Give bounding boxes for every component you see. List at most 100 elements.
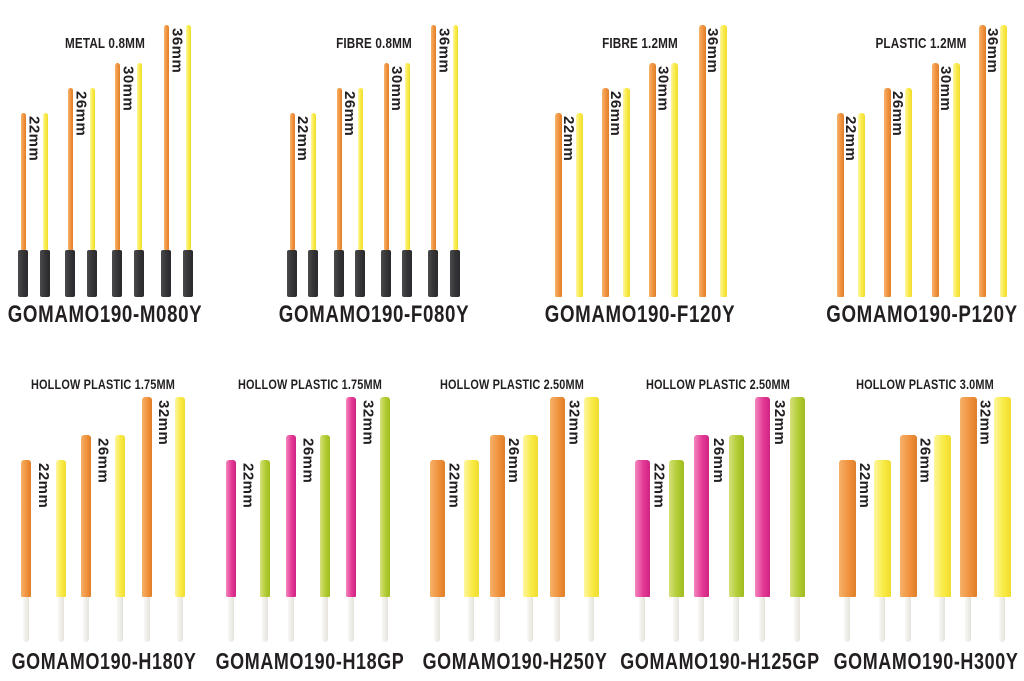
size-label: 30mm (654, 65, 672, 111)
antenna-stick (226, 459, 236, 597)
size-label: 26mm (710, 437, 727, 483)
black-base-tip (65, 250, 75, 297)
antenna-stick (554, 112, 562, 297)
size-label: 32mm (155, 400, 172, 446)
antenna-stick (999, 25, 1007, 297)
size-label: 22mm (35, 462, 52, 508)
hollow-stem (698, 597, 704, 642)
black-base-tip (161, 250, 171, 297)
hollow-stem (527, 597, 533, 642)
antenna-stick (728, 434, 744, 597)
antenna-stick (857, 112, 865, 297)
hollow-stem (177, 597, 183, 642)
hollow-stem (434, 597, 440, 642)
hollow-stem (879, 597, 885, 642)
antenna-stick (622, 87, 630, 297)
black-base-tip (18, 250, 28, 297)
hollow-stem (117, 597, 123, 642)
antenna-stick (115, 434, 125, 597)
size-label: 26mm (299, 437, 317, 483)
group-title: PLASTIC 1.2MM (875, 35, 967, 52)
antenna-stick (933, 434, 951, 597)
antenna-stick (698, 25, 706, 297)
antenna-stick (575, 112, 583, 297)
antenna-stick (883, 87, 891, 297)
hollow-stem (844, 597, 850, 642)
hollow-stem (83, 597, 89, 642)
size-label: 22mm (239, 462, 257, 508)
hollow-stem (494, 597, 500, 642)
antenna-stick (959, 397, 977, 597)
antenna-stick (899, 434, 917, 597)
antenna-stick (142, 397, 152, 597)
size-label: 26mm (72, 90, 90, 136)
hollow-stem (468, 597, 474, 642)
hollow-stem (228, 597, 234, 642)
hollow-stem (322, 597, 328, 642)
antenna-stick (429, 459, 445, 597)
size-label: 26mm (94, 437, 112, 483)
antenna-stick (163, 25, 169, 250)
group-title: HOLLOW PLASTIC 1.75MM (30, 376, 176, 392)
size-label: 22mm (560, 115, 577, 161)
group-title: METAL 0.8MM (65, 35, 145, 52)
size-label: 36mm (984, 28, 1001, 74)
size-label: 36mm (435, 28, 453, 74)
antenna-stick (310, 112, 316, 250)
antenna-stick (404, 62, 410, 250)
size-label: 22mm (842, 115, 859, 161)
antenna-stick (522, 434, 538, 597)
black-base-tip (428, 250, 438, 297)
size-label: 32mm (771, 400, 788, 446)
product-code: GOMAMO190-F120Y (544, 301, 736, 328)
antenna-stick (463, 459, 479, 597)
antenna-stick (668, 459, 684, 597)
group-title: FIBRE 0.8MM (336, 35, 412, 52)
antenna-stick (336, 87, 342, 250)
size-label: 32mm (976, 400, 994, 446)
black-base-tip (40, 250, 50, 297)
black-base-tip (308, 250, 318, 297)
black-base-tip (134, 250, 144, 297)
size-label: 32mm (359, 400, 377, 446)
antenna-stick (21, 459, 31, 597)
size-label: 36mm (168, 28, 186, 74)
antenna-stick (754, 397, 770, 597)
antenna-stick (648, 62, 656, 297)
antenna-stick (286, 434, 296, 597)
antenna-stick (380, 397, 390, 597)
hollow-stem (23, 597, 29, 642)
group-title: HOLLOW PLASTIC 3.0MM (856, 376, 994, 392)
size-label: 22mm (294, 115, 311, 161)
size-label: 26mm (341, 90, 358, 136)
antenna-stick (978, 25, 986, 297)
hollow-stem (905, 597, 911, 642)
black-base-tip (381, 250, 391, 297)
antenna-stick (42, 112, 48, 250)
antenna-stick (670, 62, 678, 297)
antenna-stick (383, 62, 389, 250)
product-code: GOMAMO190-H300Y (833, 648, 1019, 674)
black-base-tip (450, 250, 460, 297)
antenna-stick (583, 397, 599, 597)
hollow-stem (965, 597, 971, 642)
antenna-stick (952, 62, 960, 297)
size-label: 30mm (937, 65, 954, 111)
antenna-stick (175, 397, 185, 597)
antenna-stick (89, 87, 95, 250)
hollow-stem (999, 597, 1005, 642)
size-label: 30mm (388, 65, 405, 111)
product-code: GOMAMO190-H18GP (215, 648, 405, 674)
hollow-stem (733, 597, 739, 642)
antenna-stick (452, 25, 458, 250)
hollow-stem (348, 597, 354, 642)
antenna-stick (931, 62, 939, 297)
size-label: 30mm (119, 65, 137, 111)
size-label: 22mm (650, 462, 668, 508)
